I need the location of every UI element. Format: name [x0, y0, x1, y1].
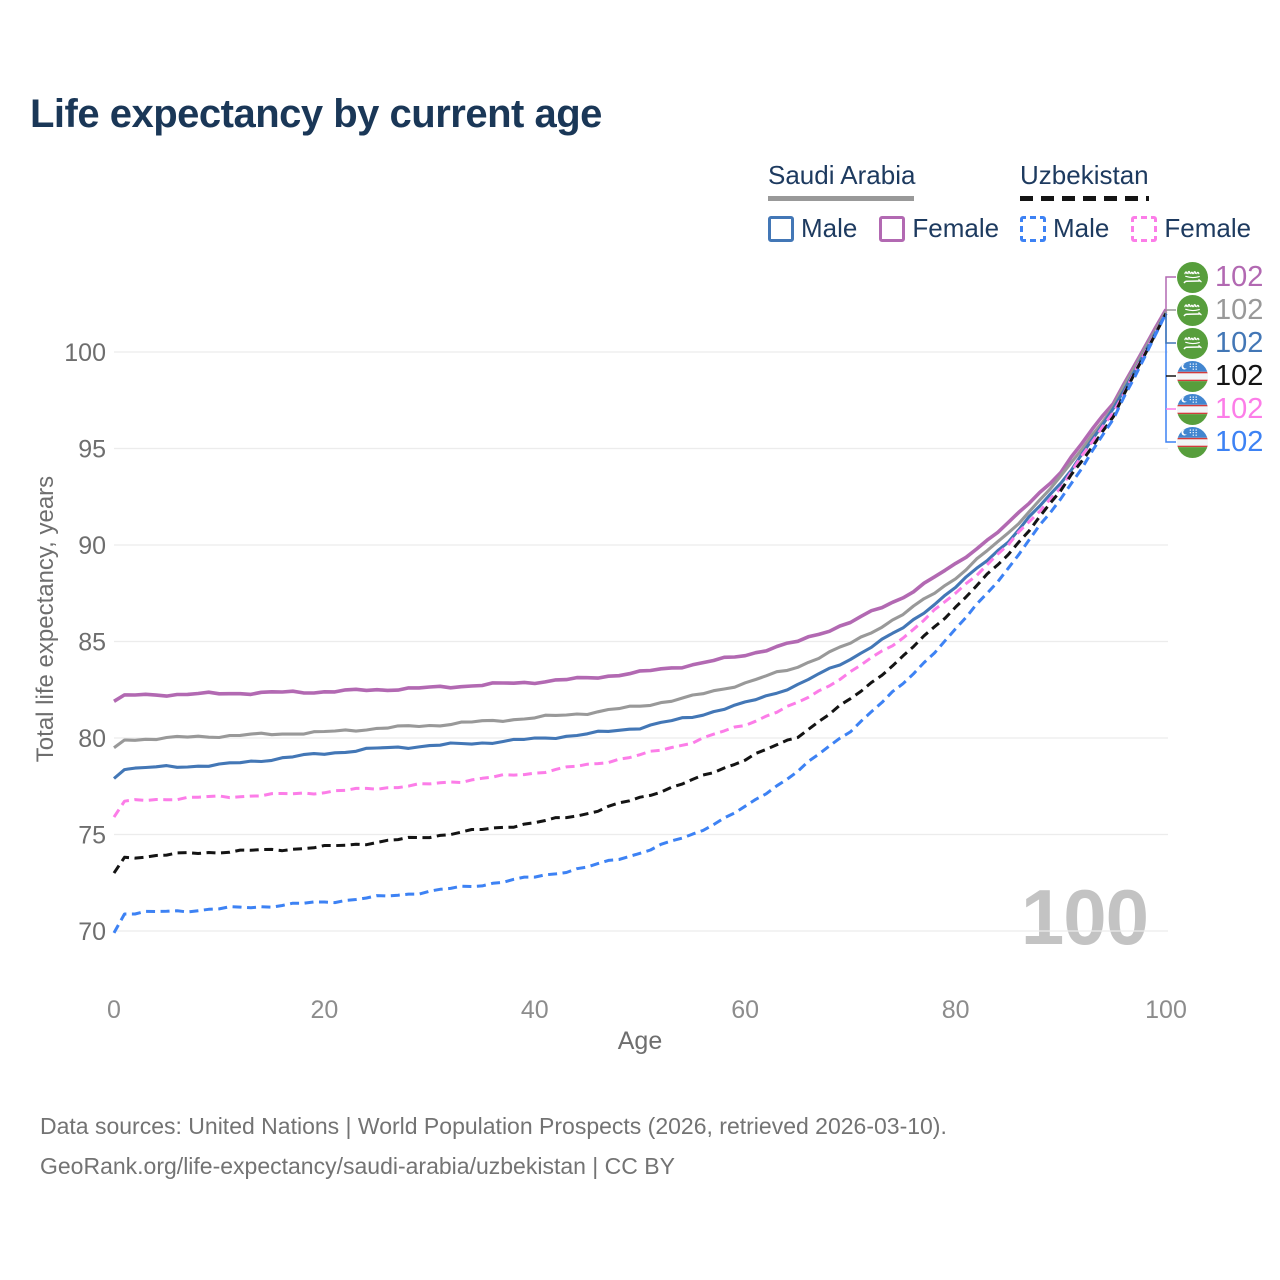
legend-linestyle-solid — [768, 196, 914, 201]
legend-swatch-saudi-male — [768, 215, 794, 242]
legend-item-label: Female — [912, 213, 1000, 243]
legend-item-label: Male — [801, 213, 858, 243]
saudi-arabia-flag-icon — [1177, 295, 1208, 326]
legend-item-saudi-male[interactable]: Male — [768, 213, 857, 244]
end-label-value: 102 — [1215, 294, 1264, 326]
footer: Data sources: United Nations | World Pop… — [40, 1106, 947, 1186]
legend-country-label: Saudi Arabia — [768, 160, 916, 190]
legend-item-uzbekistan-male[interactable]: Male — [1020, 213, 1109, 244]
end-label-value: 102 — [1215, 393, 1264, 425]
x-tick-label: 60 — [731, 996, 759, 1024]
legend-item-label: Male — [1053, 213, 1110, 243]
legend-swatch-uzbekistan-female — [1131, 215, 1158, 242]
end-label-value: 102 — [1215, 426, 1264, 458]
watermark-age-100: 100 — [1020, 873, 1149, 961]
y-tick-label: 70 — [78, 918, 106, 946]
end-label-saudi-arabia: 102 — [1177, 295, 1263, 326]
legend-group-saudi-arabia: Saudi Arabia Male Female — [768, 160, 1021, 244]
legend-swatch-saudi-female — [879, 215, 906, 242]
series-line-saudi-arabia-total[interactable] — [113, 310, 1168, 749]
leader-saudi-male — [1165, 313, 1176, 344]
x-tick-label: 0 — [107, 996, 121, 1024]
leader-uzbekistan-male — [1165, 313, 1176, 443]
footer-data-sources: Data sources: United Nations | World Pop… — [40, 1113, 947, 1139]
series-line-saudi-arabia-female[interactable] — [113, 308, 1168, 703]
uzbekistan-flag-icon — [1177, 394, 1208, 425]
series-line-uzbekistan-total[interactable] — [112, 312, 1168, 874]
end-label-uzbekistan: 102 — [1177, 361, 1263, 392]
saudi-arabia-flag-icon — [1177, 262, 1208, 293]
y-tick-label: 90 — [78, 532, 106, 560]
x-tick-label: 80 — [942, 996, 970, 1024]
x-tick-label: 20 — [310, 996, 338, 1024]
y-tick-label: 80 — [78, 725, 106, 753]
y-axis-title: Total life expectancy, years — [32, 475, 59, 763]
legend-item-saudi-female[interactable]: Female — [879, 213, 999, 244]
series-line-uzbekistan-female[interactable] — [112, 312, 1168, 818]
end-label-value: 102 — [1215, 327, 1264, 359]
x-tick-label: 100 — [1145, 996, 1187, 1024]
legend-country-label: Uzbekistan — [1020, 160, 1149, 190]
x-axis-title: Age — [618, 1027, 662, 1055]
end-label-value: 102 — [1215, 360, 1264, 392]
end-label-saudi-arabia: 102 — [1177, 328, 1263, 359]
saudi-arabia-flag-icon — [1177, 328, 1208, 359]
leader-saudi-female — [1165, 276, 1176, 310]
end-label-value: 102 — [1215, 261, 1264, 293]
page-title: Life expectancy by current age — [30, 92, 602, 136]
footer-attribution: GeoRank.org/life-expectancy/saudi-arabia… — [40, 1153, 675, 1179]
series-line-uzbekistan-male[interactable] — [112, 312, 1168, 934]
y-tick-label: 85 — [78, 629, 106, 657]
y-tick-label: 100 — [64, 339, 106, 367]
end-label-saudi-arabia: 102 — [1177, 262, 1263, 293]
end-label-uzbekistan: 102 — [1177, 394, 1263, 425]
x-tick-label: 40 — [521, 996, 549, 1024]
uzbekistan-flag-icon — [1177, 427, 1208, 458]
y-tick-label: 75 — [78, 822, 106, 850]
legend-item-uzbekistan-female[interactable]: Female — [1131, 213, 1251, 244]
legend-linestyle-dashed — [1020, 196, 1149, 201]
series-line-saudi-arabia-male[interactable] — [112, 312, 1168, 780]
uzbekistan-flag-icon — [1177, 361, 1208, 392]
y-tick-label: 95 — [78, 436, 106, 464]
legend-group-uzbekistan: Uzbekistan Male Female — [1020, 160, 1273, 244]
legend-item-label: Female — [1164, 213, 1252, 243]
end-label-uzbekistan: 102 — [1177, 427, 1263, 458]
legend-swatch-uzbekistan-male — [1020, 215, 1046, 242]
